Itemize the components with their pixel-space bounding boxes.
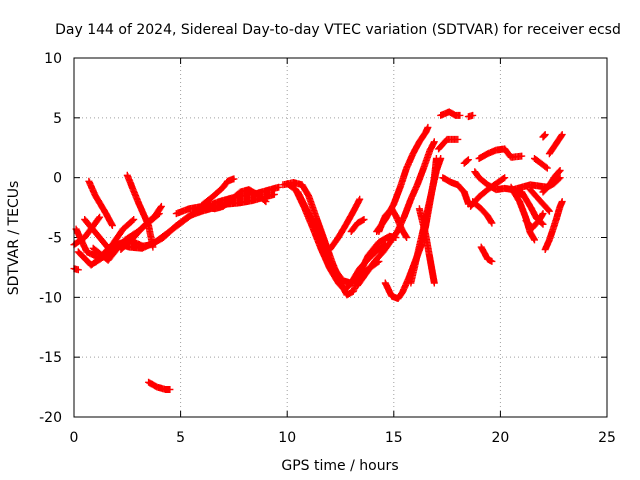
point-marks xyxy=(539,167,564,196)
x-tick-label: 5 xyxy=(176,430,185,446)
series-track-6 xyxy=(85,177,116,229)
point-marks xyxy=(526,186,553,215)
series-track-42 xyxy=(531,155,551,172)
series-track-7 xyxy=(89,244,121,264)
point-marks xyxy=(460,156,472,167)
series-track-25 xyxy=(415,205,438,287)
x-tick-label: 0 xyxy=(70,430,79,446)
series-track-13 xyxy=(172,186,270,218)
point-marks xyxy=(117,202,165,253)
plot-frame xyxy=(73,57,608,418)
series-track-41 xyxy=(545,131,566,158)
point-marks xyxy=(85,177,116,229)
data-points xyxy=(70,108,566,393)
point-marks xyxy=(435,135,462,153)
point-marks xyxy=(375,205,411,241)
y-tick-label: -20 xyxy=(39,410,62,426)
series-track-19 xyxy=(347,216,368,235)
series-track-27 xyxy=(437,108,464,119)
y-tick-label: -15 xyxy=(39,350,62,366)
point-marks xyxy=(545,131,566,158)
series-track-35 xyxy=(469,198,496,227)
series-track-11 xyxy=(117,202,165,253)
x-tick-label: 10 xyxy=(278,430,296,446)
y-tick-labels: -20 -15 -10 -5 0 5 10 xyxy=(39,51,62,426)
point-marks xyxy=(469,198,496,227)
point-marks xyxy=(326,195,364,253)
point-marks xyxy=(439,174,468,196)
series-track-29 xyxy=(439,174,468,196)
chart-title: Day 144 of 2024, Sidereal Day-to-day VTE… xyxy=(55,22,621,38)
point-marks xyxy=(437,108,464,119)
series-track-30 xyxy=(460,156,472,167)
point-marks xyxy=(541,198,566,253)
y-tick-label: -10 xyxy=(39,290,62,306)
point-marks xyxy=(539,131,549,141)
point-marks xyxy=(464,111,477,121)
y-tick-label: 10 xyxy=(44,51,62,67)
series-track-26 xyxy=(435,135,462,153)
x-tick-label: 25 xyxy=(598,430,616,446)
point-marks xyxy=(415,205,438,287)
series-track-18 xyxy=(326,195,364,253)
y-axis-label: SDTVAR / TECUs xyxy=(6,181,22,296)
series-track-40 xyxy=(541,198,566,253)
x-tick-labels: 0 5 10 15 20 25 xyxy=(70,430,616,446)
series-track-43 xyxy=(539,167,564,196)
series-track-32 xyxy=(475,145,526,162)
point-marks xyxy=(475,145,526,162)
x-tick-label: 20 xyxy=(491,430,509,446)
series-track-44 xyxy=(522,210,547,232)
x-axis-label: GPS time / hours xyxy=(281,458,398,474)
point-marks xyxy=(522,210,547,232)
point-marks xyxy=(477,243,496,265)
series-track-45 xyxy=(526,186,553,215)
point-marks xyxy=(172,186,270,218)
point-marks xyxy=(460,188,472,208)
point-marks xyxy=(145,378,174,393)
y-tick-label: 5 xyxy=(53,111,62,127)
series-track-12 xyxy=(145,378,174,393)
point-marks xyxy=(70,265,82,274)
point-marks xyxy=(531,155,551,172)
point-marks xyxy=(198,175,238,209)
series-track-28 xyxy=(464,111,477,121)
series-track-36 xyxy=(477,243,496,265)
series-track-46 xyxy=(539,131,549,141)
y-tick-label: -5 xyxy=(48,231,62,247)
series-track-23 xyxy=(375,205,411,241)
x-tick-label: 15 xyxy=(385,430,403,446)
point-marks xyxy=(347,216,368,235)
y-tick-label: 0 xyxy=(53,171,62,187)
series-track-31 xyxy=(460,188,472,208)
series-track-14 xyxy=(198,175,238,209)
series-track-1 xyxy=(70,265,82,274)
point-marks xyxy=(89,244,121,264)
